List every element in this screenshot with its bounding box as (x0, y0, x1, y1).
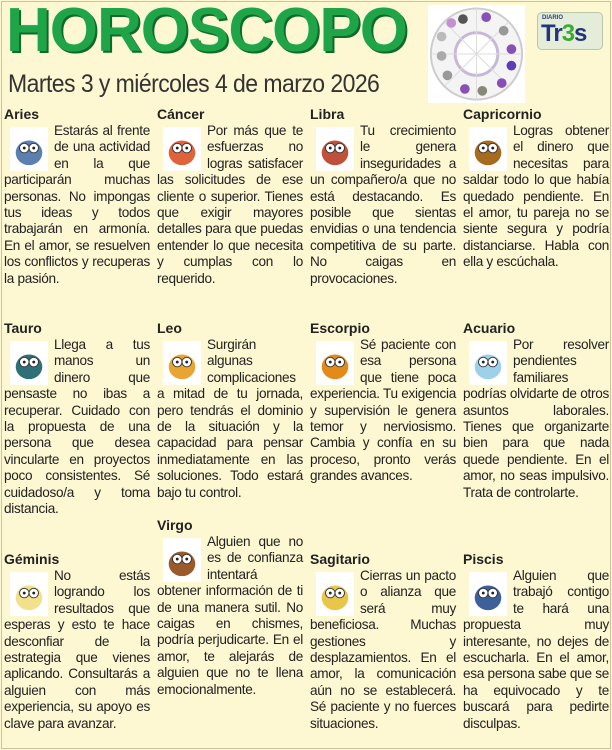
logo-part: 3 (561, 20, 575, 47)
logo-part: Tr (541, 20, 563, 47)
sign-text-body: Llega a tus manos un dinero que pensaste… (4, 337, 150, 517)
sign-name: Libra (310, 106, 345, 122)
sign-text: Alguien que no es de confianza intentará… (157, 534, 303, 698)
sign-name: Leo (157, 320, 182, 336)
sign-text-body: Por más que te esfuerzas no logras satis… (157, 123, 303, 286)
sign-text: Por resolver pendientes familiares podrí… (463, 337, 609, 501)
sign-name: Tauro (4, 320, 42, 336)
sign-virgo: Virgo Alguien que no es de confianza int… (157, 517, 303, 704)
sign-text: Sé paciente con esa persona que tiene po… (310, 337, 456, 485)
water-drop-icon (469, 341, 507, 385)
sign-aries: Aries Estarás al frente de una actividad… (4, 106, 150, 320)
sign-name: Cáncer (157, 106, 205, 122)
sign-capricornio: Capricornio Logras obtener el dinero que… (463, 106, 609, 320)
sign-text-body: Tu crecimiento le genera inseguridades a… (310, 123, 456, 286)
horoscope-column: Aries Estarás al frente de una actividad… (4, 106, 150, 738)
scorpion-icon (316, 341, 354, 385)
logo-part: s (574, 20, 587, 47)
sign-name: Piscis (463, 551, 504, 567)
sign-cancer: Cáncer Por más que te esfuerzas no logra… (157, 106, 303, 320)
sign-text-body: Sé paciente con esa persona que tiene po… (310, 337, 456, 484)
sign-text-body: Por resolver pendientes familiares podrí… (463, 337, 609, 500)
sign-text-body: Alguien que no es de confianza intentará… (157, 534, 303, 697)
sign-name: Aries (4, 106, 40, 122)
sign-text: Surgirán algunas complicaciones a mitad … (157, 337, 303, 501)
twins-icon (10, 572, 48, 616)
zodiac-wheel-icon (428, 5, 525, 103)
bull-icon (10, 341, 48, 385)
sign-name: Sagitario (310, 551, 370, 567)
sign-text: Cierras un pacto o alianza que será muy … (310, 568, 456, 732)
horoscope-column: Libra Tu crecimiento le genera insegurid… (310, 106, 456, 738)
sign-text: No estás logrando los resultados que esp… (4, 568, 150, 732)
archer-icon (316, 572, 354, 616)
sign-text: Por más que te esfuerzas no logras satis… (157, 123, 303, 287)
sign-leo: Leo Surgirán algunas complicaciones a mi… (157, 320, 303, 517)
crab-icon (163, 127, 201, 171)
sign-text-body: Cierras un pacto o alianza que será muy … (310, 568, 456, 731)
sign-text: Tu crecimiento le genera inseguridades a… (310, 123, 456, 287)
sign-name: Géminis (4, 551, 60, 567)
diario-tres-logo: DIARIO Tr3s (537, 12, 603, 50)
sign-text: Logras obtener el dinero que necesitas p… (463, 123, 609, 271)
sign-text: Estarás al frente de una actividad en la… (4, 123, 150, 287)
sign-text: Llega a tus manos un dinero que pensaste… (4, 337, 150, 517)
sign-piscis: Piscis Alguien que trabajó contigo te ha… (463, 534, 609, 738)
sign-text-body: Surgirán algunas complicaciones a mitad … (157, 337, 303, 500)
lion-icon (163, 341, 201, 385)
sign-text-body: Estarás al frente de una actividad en la… (4, 123, 150, 286)
fish-icon (469, 572, 507, 616)
sign-name: Escorpio (310, 320, 370, 336)
virgin-icon (163, 538, 201, 582)
sign-text: Alguien que trabajó contigo te hará una … (463, 568, 609, 732)
sign-name: Acuario (463, 320, 516, 336)
goat-icon (469, 127, 507, 171)
sign-geminis: Géminis No estás logrando los resultados… (4, 534, 150, 738)
page-title: HOROSCOPO (6, 0, 408, 65)
sign-sagitario: Sagitario Cierras un pacto o alianza que… (310, 534, 456, 738)
date-subtitle: Martes 3 y miércoles 4 de marzo 2026 (8, 70, 380, 98)
horoscope-column: Capricornio Logras obtener el dinero que… (463, 106, 609, 738)
sign-acuario: Acuario Por resolver pendientes familiar… (463, 320, 609, 534)
sign-libra: Libra Tu crecimiento le genera insegurid… (310, 106, 456, 320)
sign-text-body: Alguien que trabajó contigo te hará una … (463, 568, 609, 731)
sign-escorpio: Escorpio Sé paciente con esa persona que… (310, 320, 456, 534)
sign-text-body: No estás logrando los resultados que esp… (4, 568, 150, 731)
ram-icon (10, 127, 48, 171)
sign-name: Virgo (157, 517, 193, 533)
sign-name: Capricornio (463, 106, 542, 122)
sign-text-body: Logras obtener el dinero que necesitas p… (463, 123, 609, 270)
sign-tauro: Tauro Llega a tus manos un dinero que pe… (4, 320, 150, 534)
horoscope-column: Cáncer Por más que te esfuerzas no logra… (157, 106, 303, 704)
scales-icon (316, 127, 354, 171)
logo-small-text: DIARIO (542, 15, 563, 21)
logo-text: Tr3s (541, 20, 587, 47)
